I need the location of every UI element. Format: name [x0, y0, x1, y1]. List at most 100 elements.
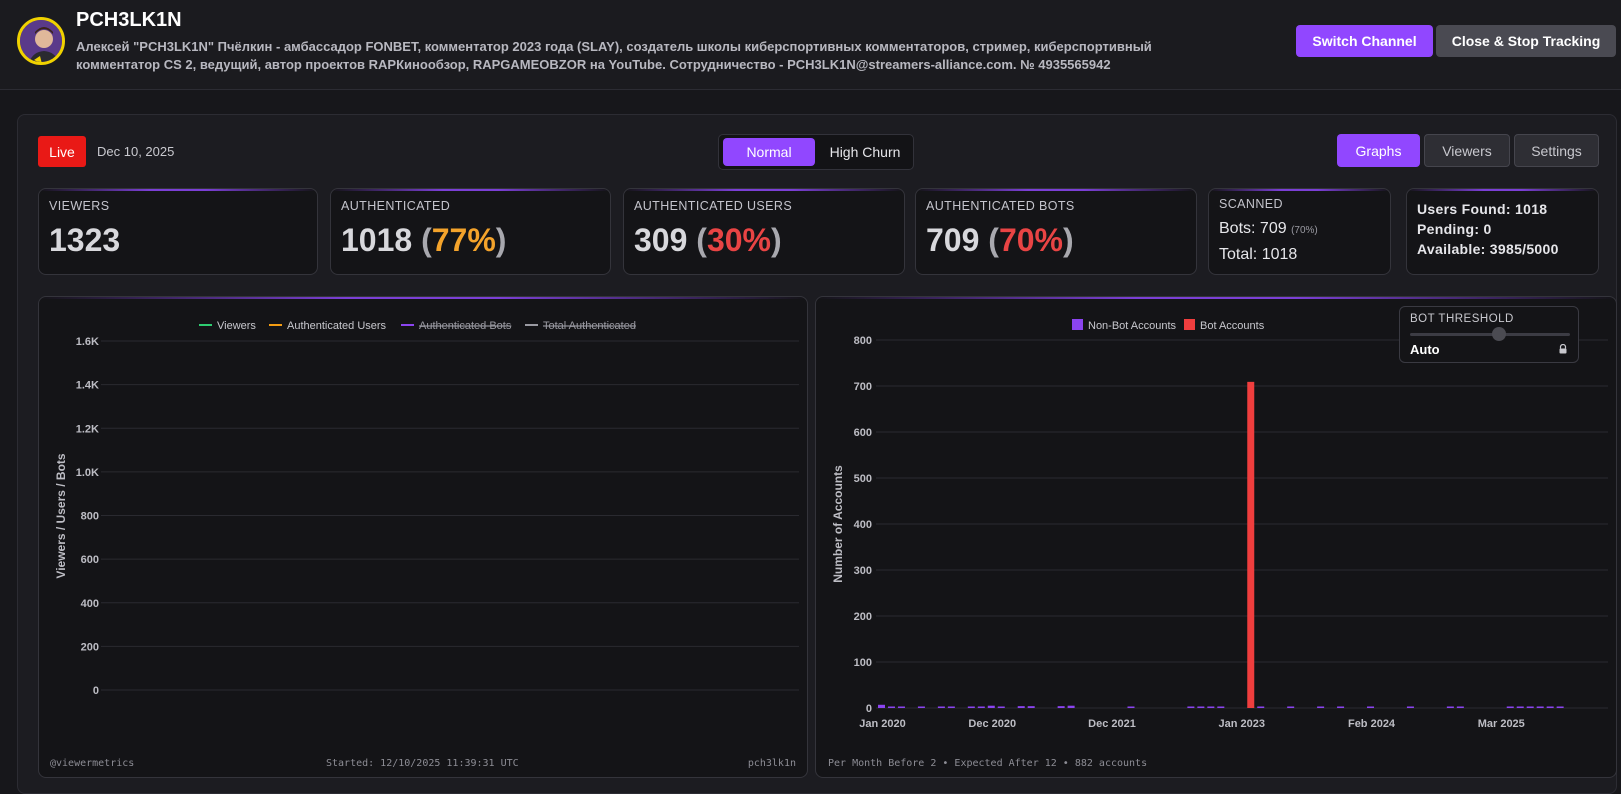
legend-item: Non-Bot Accounts — [1072, 319, 1177, 332]
users-found: Users Found: 1018 — [1417, 201, 1548, 217]
mode-high-churn-button[interactable]: High Churn — [829, 144, 901, 160]
legend-item: Authenticated Bots — [401, 320, 512, 332]
authenticated-value: 1018 — [341, 222, 413, 258]
authenticated-bots-label: AUTHENTICATED BOTS — [926, 199, 1075, 213]
y-tick-label: 0 — [93, 685, 99, 697]
avatar-image — [20, 20, 62, 62]
scanned-bots: Bots: 709 (70%) — [1219, 220, 1318, 237]
live-badge: Live — [38, 136, 86, 167]
non-bot-accounts-bar — [1536, 706, 1544, 708]
x-tick-label: Feb 2024 — [1348, 718, 1396, 730]
non-bot-accounts-bar — [897, 706, 905, 708]
tab-graphs[interactable]: Graphs — [1337, 134, 1420, 167]
non-bot-accounts-bar — [1057, 706, 1065, 708]
non-bot-accounts-bar — [1287, 706, 1295, 708]
scanned-total: Total: 1018 — [1219, 246, 1298, 263]
y-tick-label: 0 — [866, 703, 872, 715]
viewer-timeline-svg: 0 200 400 600 800 1.0K 1.2K 1.4K 1.6K Viewers / U… — [54, 320, 799, 697]
non-bot-accounts-bar — [967, 706, 975, 708]
non-bot-accounts-bar — [1516, 706, 1524, 708]
switch-channel-button[interactable]: Switch Channel — [1296, 25, 1433, 57]
y-tick-label: 1.0K — [76, 467, 99, 479]
authenticated-bots-percent: 70% — [998, 222, 1063, 258]
non-bot-accounts-bar — [1257, 706, 1265, 708]
bot-threshold-title: BOT THRESHOLD — [1410, 313, 1514, 325]
non-bot-accounts-bar — [1127, 706, 1135, 708]
non-bot-accounts-bar — [1197, 706, 1205, 708]
mode-normal-button[interactable]: Normal — [723, 138, 815, 166]
non-bot-accounts-bar — [937, 706, 945, 708]
tab-viewers[interactable]: Viewers — [1424, 134, 1510, 167]
bot-threshold-control: BOT THRESHOLD Auto — [1399, 306, 1579, 363]
legend-item: Bot Accounts — [1184, 319, 1265, 332]
viewers-card: VIEWERS 1323 — [38, 188, 318, 275]
legend-item: Viewers — [199, 320, 256, 332]
non-bot-accounts-bar — [1406, 706, 1414, 708]
viewers-label: VIEWERS — [49, 199, 110, 213]
y-tick-label: 600 — [854, 427, 872, 439]
authenticated-users-card: AUTHENTICATED USERS 309 (30%) — [623, 188, 905, 275]
channel-description: Алексей "PCH3LK1N" Пчёлкин - амбассадор … — [76, 39, 1152, 72]
authenticated-percent: 77% — [431, 222, 496, 258]
close-stop-tracking-button[interactable]: Close & Stop Tracking — [1436, 25, 1616, 57]
account-age-footer: Per Month Before 2 • Expected After 12 •… — [828, 758, 1148, 769]
legend-swatch — [1184, 319, 1195, 330]
non-bot-accounts-bar — [1367, 706, 1375, 708]
non-bot-accounts-bar — [1456, 706, 1464, 708]
y-tick-label: 400 — [854, 519, 872, 531]
non-bot-accounts-bar — [887, 706, 895, 708]
non-bot-accounts-bar — [1317, 706, 1325, 708]
y-tick-label: 100 — [854, 657, 872, 669]
bot-accounts-bar — [1247, 381, 1255, 708]
account-age-chart: 0 100 200 300 400 500 600 700 800 Number of Accou… — [815, 296, 1617, 778]
non-bot-accounts-bar — [1556, 706, 1564, 708]
viewers-value: 1323 — [49, 222, 121, 258]
y-tick-label: 300 — [854, 565, 872, 577]
authenticated-label: AUTHENTICATED — [341, 199, 451, 213]
bot-threshold-slider-handle[interactable] — [1492, 327, 1506, 341]
pending-count: Pending: 0 — [1417, 221, 1492, 237]
y-tick-label: 500 — [854, 473, 872, 485]
scanned-card: SCANNED Bots: 709 (70%) Total: 1018 — [1208, 188, 1391, 275]
viewer-timeline-chart: 0 200 400 600 800 1.0K 1.2K 1.4K 1.6K Viewers / U… — [38, 296, 808, 778]
tracking-stats-card: Users Found: 1018 Pending: 0 Available: … — [1406, 188, 1599, 275]
lock-icon[interactable] — [1558, 344, 1568, 354]
x-tick-label: Mar 2025 — [1478, 718, 1525, 730]
scanned-label: SCANNED — [1219, 197, 1283, 211]
authenticated-bots-card: AUTHENTICATED BOTS 709 (70%) — [915, 188, 1197, 275]
y-tick-label: 600 — [81, 554, 99, 566]
non-bot-accounts-bar — [1337, 706, 1345, 708]
non-bot-accounts-bar — [1546, 706, 1554, 708]
legend-item: Authenticated Users — [269, 320, 387, 332]
y-axis-label: Number of Accounts — [831, 465, 845, 583]
x-tick-label: Dec 2021 — [1088, 718, 1136, 730]
non-bot-accounts-bar — [1207, 706, 1215, 708]
bot-threshold-slider-track[interactable] — [1410, 333, 1570, 336]
y-tick-label: 1.4K — [76, 380, 99, 392]
legend-label: Bot Accounts — [1200, 320, 1265, 332]
non-bot-accounts-bar — [1187, 706, 1195, 708]
legend-label: Total Authenticated — [543, 320, 636, 332]
y-tick-label: 800 — [854, 335, 872, 347]
mode-toggle: Normal High Churn — [718, 134, 914, 170]
legend-label: Viewers — [217, 320, 256, 332]
non-bot-accounts-bar — [1017, 706, 1025, 708]
legend-label: Non-Bot Accounts — [1088, 320, 1177, 332]
y-tick-label: 400 — [81, 598, 99, 610]
authenticated-bots-value: 709 — [926, 222, 980, 258]
x-tick-label: Jan 2023 — [1219, 718, 1265, 730]
y-tick-label: 1.2K — [76, 423, 99, 435]
authenticated-card: AUTHENTICATED 1018 (77%) — [330, 188, 611, 275]
channel-header: PCH3LK1N Алексей "PCH3LK1N" Пчёлкин - ам… — [0, 0, 1621, 90]
non-bot-accounts-bar — [878, 704, 885, 708]
legend-swatch — [1072, 319, 1083, 330]
non-bot-accounts-bar — [997, 706, 1005, 708]
authenticated-users-percent: 30% — [706, 222, 771, 258]
tab-settings[interactable]: Settings — [1514, 134, 1599, 167]
session-date: Dec 10, 2025 — [97, 144, 175, 159]
non-bot-accounts-bar — [917, 706, 925, 708]
non-bot-accounts-bar — [1526, 706, 1534, 708]
authenticated-users-label: AUTHENTICATED USERS — [634, 199, 793, 213]
non-bot-accounts-bar — [1506, 706, 1514, 708]
non-bot-accounts-bar — [947, 706, 955, 708]
